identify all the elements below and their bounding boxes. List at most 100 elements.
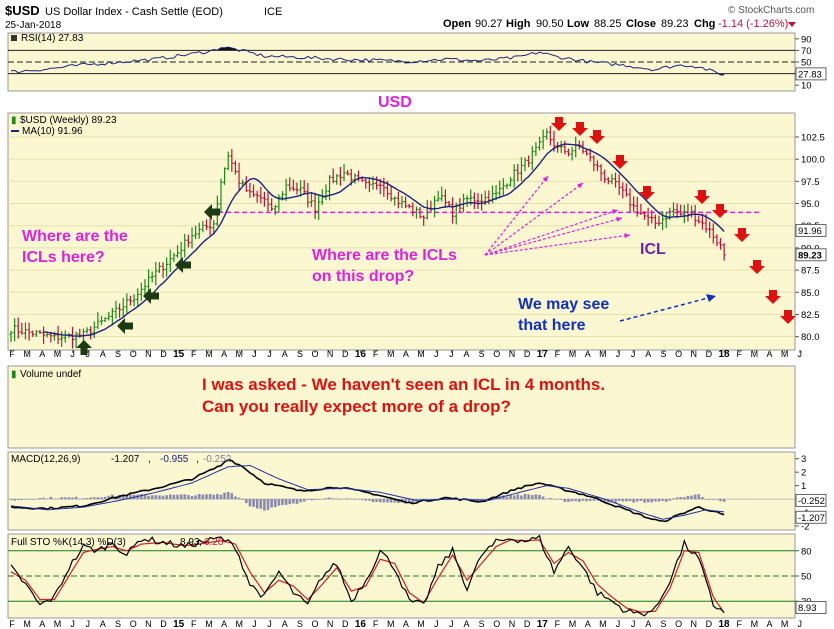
price-bar <box>204 219 208 230</box>
price-bar <box>157 262 161 273</box>
month-label: N <box>145 349 152 359</box>
price-bar <box>509 177 513 187</box>
price-bar <box>110 308 114 326</box>
macd-line <box>10 458 725 523</box>
price-bar <box>367 177 371 193</box>
annotation-arrows <box>76 117 796 355</box>
bottom-month-label: 18 <box>718 619 730 629</box>
macd-histogram-bar <box>541 496 545 500</box>
macd-histogram-bar <box>701 496 704 500</box>
open-label: Open <box>443 18 471 30</box>
price-bar <box>299 180 303 197</box>
macd-histogram-bar <box>313 499 317 500</box>
macd-histogram-bar <box>570 499 574 502</box>
bottom-month-label: 16 <box>355 619 367 629</box>
bottom-month-label: N <box>509 619 516 629</box>
may-see-line2: that here <box>518 317 586 334</box>
price-bar <box>114 300 118 319</box>
month-label: M <box>569 349 577 359</box>
macd-histogram-bar <box>353 499 357 500</box>
macd-histogram-bar <box>9 499 13 501</box>
price-legend: ▮ $USD (Weekly) 89.23 MA(10) 91.96 <box>11 115 117 137</box>
macd-histogram-bar <box>331 498 335 500</box>
macd-histogram-bar <box>183 494 187 500</box>
price-bar <box>190 227 194 249</box>
month-label: S <box>660 349 666 359</box>
price-axis-tick-label: 97.5 <box>801 177 820 188</box>
month-label: S <box>479 349 485 359</box>
ma-value-tag-box <box>795 224 827 238</box>
macd-histogram-bar <box>147 495 150 500</box>
red-down-arrow-icon <box>734 228 750 242</box>
volume-panel <box>7 365 796 449</box>
month-label: A <box>282 349 288 359</box>
macd-histogram-bar <box>234 496 237 500</box>
bottom-month-label: A <box>403 619 409 629</box>
month-label: A <box>403 349 409 359</box>
macd-value-tag-text: -1.207 <box>798 513 825 524</box>
macd-histogram-bar <box>165 495 168 500</box>
macd-histogram-bar <box>56 498 60 500</box>
macd-histogram-bar <box>686 495 690 500</box>
price-bar <box>708 221 712 239</box>
source-watermark: © StockCharts.com <box>728 5 814 16</box>
macd-histogram-bar <box>125 495 129 500</box>
price-bar <box>639 203 643 215</box>
price-bar <box>375 176 379 190</box>
ma-legend-text: MA(10) 91.96 <box>22 126 83 137</box>
price-bar <box>132 294 136 307</box>
price-bar <box>389 185 393 202</box>
price-bar <box>628 188 632 213</box>
price-bar <box>476 193 480 210</box>
macd-histogram-bar <box>588 499 592 501</box>
icl-pointer-line <box>484 217 623 256</box>
price-bar <box>650 210 654 224</box>
price-bar <box>563 140 567 155</box>
price-bar <box>592 155 596 172</box>
price-bar <box>223 167 227 185</box>
macd-histogram-bar <box>321 499 324 500</box>
bottom-month-label: F <box>373 619 379 629</box>
bottom-month-label: J <box>631 619 636 629</box>
close-value: 89.23 <box>661 18 689 30</box>
macd-histogram-bar <box>672 498 675 500</box>
price-bar <box>418 207 422 219</box>
macd-histogram-bar <box>523 493 527 500</box>
price-axis-tick-label: 102.5 <box>801 132 825 143</box>
bottom-month-label: A <box>463 619 469 629</box>
price-bar <box>331 168 335 184</box>
green-up-arrow-icon <box>76 340 92 355</box>
price-series <box>8 125 795 349</box>
bottom-month-label: S <box>660 619 666 629</box>
bottom-month-label: N <box>145 619 152 629</box>
macd-histogram-bar <box>404 499 407 504</box>
bottom-month-label: A <box>221 619 227 629</box>
macd-histogram-bar <box>42 497 45 500</box>
macd-histogram-bar <box>216 494 219 500</box>
price-bar <box>154 261 158 286</box>
macd-histogram-bar <box>505 496 509 500</box>
price-bar <box>516 163 520 182</box>
macd-histogram-bar <box>693 494 697 500</box>
price-bar <box>262 191 266 207</box>
macd-histogram-bar <box>92 497 96 500</box>
price-bar <box>621 182 625 199</box>
macd-histogram-bar <box>121 494 125 500</box>
macd-histogram-bar <box>85 498 89 500</box>
price-bar <box>664 212 668 228</box>
left-question-line2: ICLs here? <box>22 249 105 266</box>
price-bar <box>71 326 75 349</box>
macd-legend-signal: -0.955 <box>160 454 189 465</box>
price-bar <box>172 252 176 262</box>
price-bar <box>679 204 683 216</box>
price-bar <box>27 322 31 341</box>
macd-histogram-bar <box>632 499 635 503</box>
month-label: 16 <box>355 349 367 360</box>
bottom-month-label: F <box>736 619 742 629</box>
ma-value-tag-text: 91.96 <box>798 226 822 237</box>
macd-histogram-bar <box>368 499 371 501</box>
price-bar <box>186 234 190 248</box>
month-label: J <box>798 349 803 359</box>
price-bar <box>396 191 400 209</box>
macd-histogram-bar <box>643 499 646 503</box>
